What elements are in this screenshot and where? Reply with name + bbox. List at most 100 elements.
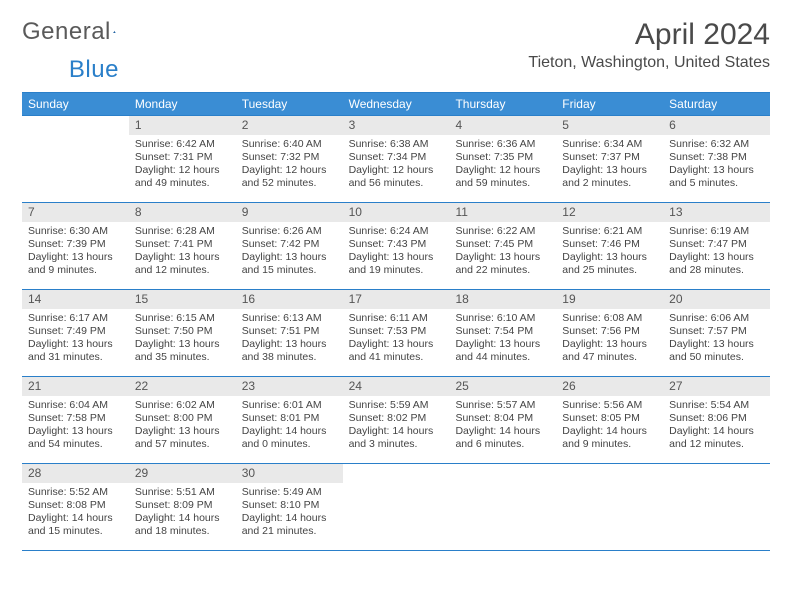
sunrise-text: Sunrise: 6:42 AM bbox=[135, 138, 230, 151]
daylight-text: and 9 minutes. bbox=[562, 438, 657, 451]
sunrise-text: Sunrise: 6:04 AM bbox=[28, 399, 123, 412]
sunset-text: Sunset: 7:43 PM bbox=[349, 238, 444, 251]
sunset-text: Sunset: 7:49 PM bbox=[28, 325, 123, 338]
sunrise-text: Sunrise: 6:19 AM bbox=[669, 225, 764, 238]
day-number: 18 bbox=[449, 290, 556, 309]
day-cell: 14Sunrise: 6:17 AMSunset: 7:49 PMDayligh… bbox=[22, 290, 129, 376]
week-row: 21Sunrise: 6:04 AMSunset: 7:58 PMDayligh… bbox=[22, 376, 770, 463]
day-body: Sunrise: 6:02 AMSunset: 8:00 PMDaylight:… bbox=[129, 396, 236, 457]
day-number: 14 bbox=[22, 290, 129, 309]
day-body: Sunrise: 6:21 AMSunset: 7:46 PMDaylight:… bbox=[556, 222, 663, 283]
daylight-text: Daylight: 13 hours bbox=[562, 338, 657, 351]
day-cell bbox=[663, 464, 770, 550]
day-body: Sunrise: 6:11 AMSunset: 7:53 PMDaylight:… bbox=[343, 309, 450, 370]
day-body: Sunrise: 5:59 AMSunset: 8:02 PMDaylight:… bbox=[343, 396, 450, 457]
daylight-text: Daylight: 12 hours bbox=[135, 164, 230, 177]
sunrise-text: Sunrise: 5:51 AM bbox=[135, 486, 230, 499]
day-number: 13 bbox=[663, 203, 770, 222]
dow-cell: Thursday bbox=[449, 93, 556, 115]
day-number bbox=[556, 464, 663, 483]
sunset-text: Sunset: 8:05 PM bbox=[562, 412, 657, 425]
daylight-text: Daylight: 13 hours bbox=[135, 338, 230, 351]
daylight-text: and 12 minutes. bbox=[669, 438, 764, 451]
day-cell bbox=[22, 116, 129, 202]
day-body: Sunrise: 5:56 AMSunset: 8:05 PMDaylight:… bbox=[556, 396, 663, 457]
day-cell: 23Sunrise: 6:01 AMSunset: 8:01 PMDayligh… bbox=[236, 377, 343, 463]
daylight-text: and 49 minutes. bbox=[135, 177, 230, 190]
day-body: Sunrise: 6:36 AMSunset: 7:35 PMDaylight:… bbox=[449, 135, 556, 196]
dow-cell: Saturday bbox=[663, 93, 770, 115]
daylight-text: Daylight: 12 hours bbox=[349, 164, 444, 177]
day-number: 22 bbox=[129, 377, 236, 396]
sunrise-text: Sunrise: 6:30 AM bbox=[28, 225, 123, 238]
day-cell: 11Sunrise: 6:22 AMSunset: 7:45 PMDayligh… bbox=[449, 203, 556, 289]
sunset-text: Sunset: 7:57 PM bbox=[669, 325, 764, 338]
logo-text-2: Blue bbox=[69, 56, 119, 84]
sunrise-text: Sunrise: 5:56 AM bbox=[562, 399, 657, 412]
day-number: 1 bbox=[129, 116, 236, 135]
sunset-text: Sunset: 7:56 PM bbox=[562, 325, 657, 338]
logo: General bbox=[22, 18, 135, 46]
daylight-text: and 2 minutes. bbox=[562, 177, 657, 190]
day-body: Sunrise: 5:51 AMSunset: 8:09 PMDaylight:… bbox=[129, 483, 236, 544]
title-block: April 2024 Tieton, Washington, United St… bbox=[528, 18, 770, 72]
daylight-text: Daylight: 12 hours bbox=[242, 164, 337, 177]
day-number: 10 bbox=[343, 203, 450, 222]
daylight-text: Daylight: 13 hours bbox=[455, 338, 550, 351]
sunset-text: Sunset: 7:46 PM bbox=[562, 238, 657, 251]
sunset-text: Sunset: 8:04 PM bbox=[455, 412, 550, 425]
sunset-text: Sunset: 7:51 PM bbox=[242, 325, 337, 338]
daylight-text: and 56 minutes. bbox=[349, 177, 444, 190]
month-title: April 2024 bbox=[528, 18, 770, 52]
sunrise-text: Sunrise: 6:17 AM bbox=[28, 312, 123, 325]
day-body: Sunrise: 6:08 AMSunset: 7:56 PMDaylight:… bbox=[556, 309, 663, 370]
day-number: 6 bbox=[663, 116, 770, 135]
day-cell: 20Sunrise: 6:06 AMSunset: 7:57 PMDayligh… bbox=[663, 290, 770, 376]
sunset-text: Sunset: 8:02 PM bbox=[349, 412, 444, 425]
day-number: 21 bbox=[22, 377, 129, 396]
daylight-text: and 28 minutes. bbox=[669, 264, 764, 277]
sunset-text: Sunset: 7:50 PM bbox=[135, 325, 230, 338]
day-number: 11 bbox=[449, 203, 556, 222]
sunrise-text: Sunrise: 6:34 AM bbox=[562, 138, 657, 151]
day-body: Sunrise: 5:49 AMSunset: 8:10 PMDaylight:… bbox=[236, 483, 343, 544]
daylight-text: Daylight: 13 hours bbox=[28, 425, 123, 438]
day-cell: 16Sunrise: 6:13 AMSunset: 7:51 PMDayligh… bbox=[236, 290, 343, 376]
day-cell: 2Sunrise: 6:40 AMSunset: 7:32 PMDaylight… bbox=[236, 116, 343, 202]
day-number: 3 bbox=[343, 116, 450, 135]
day-body: Sunrise: 6:32 AMSunset: 7:38 PMDaylight:… bbox=[663, 135, 770, 196]
day-cell bbox=[343, 464, 450, 550]
daylight-text: Daylight: 13 hours bbox=[135, 251, 230, 264]
day-cell: 29Sunrise: 5:51 AMSunset: 8:09 PMDayligh… bbox=[129, 464, 236, 550]
day-number bbox=[663, 464, 770, 483]
sunrise-text: Sunrise: 6:24 AM bbox=[349, 225, 444, 238]
daylight-text: Daylight: 14 hours bbox=[669, 425, 764, 438]
daylight-text: and 35 minutes. bbox=[135, 351, 230, 364]
day-cell: 30Sunrise: 5:49 AMSunset: 8:10 PMDayligh… bbox=[236, 464, 343, 550]
sunset-text: Sunset: 8:01 PM bbox=[242, 412, 337, 425]
day-cell: 26Sunrise: 5:56 AMSunset: 8:05 PMDayligh… bbox=[556, 377, 663, 463]
sunrise-text: Sunrise: 6:26 AM bbox=[242, 225, 337, 238]
sunrise-text: Sunrise: 6:08 AM bbox=[562, 312, 657, 325]
daylight-text: and 31 minutes. bbox=[28, 351, 123, 364]
day-number: 27 bbox=[663, 377, 770, 396]
calendar: SundayMondayTuesdayWednesdayThursdayFrid… bbox=[22, 92, 770, 551]
day-cell: 9Sunrise: 6:26 AMSunset: 7:42 PMDaylight… bbox=[236, 203, 343, 289]
sunset-text: Sunset: 7:32 PM bbox=[242, 151, 337, 164]
day-number: 20 bbox=[663, 290, 770, 309]
daylight-text: and 6 minutes. bbox=[455, 438, 550, 451]
sunset-text: Sunset: 7:31 PM bbox=[135, 151, 230, 164]
day-body: Sunrise: 6:28 AMSunset: 7:41 PMDaylight:… bbox=[129, 222, 236, 283]
dow-cell: Sunday bbox=[22, 93, 129, 115]
day-cell: 25Sunrise: 5:57 AMSunset: 8:04 PMDayligh… bbox=[449, 377, 556, 463]
dow-cell: Wednesday bbox=[343, 93, 450, 115]
day-cell: 21Sunrise: 6:04 AMSunset: 7:58 PMDayligh… bbox=[22, 377, 129, 463]
day-cell: 12Sunrise: 6:21 AMSunset: 7:46 PMDayligh… bbox=[556, 203, 663, 289]
daylight-text: Daylight: 13 hours bbox=[562, 164, 657, 177]
day-cell: 19Sunrise: 6:08 AMSunset: 7:56 PMDayligh… bbox=[556, 290, 663, 376]
day-number: 19 bbox=[556, 290, 663, 309]
sunset-text: Sunset: 7:39 PM bbox=[28, 238, 123, 251]
daylight-text: and 38 minutes. bbox=[242, 351, 337, 364]
sunset-text: Sunset: 7:54 PM bbox=[455, 325, 550, 338]
sunrise-text: Sunrise: 6:22 AM bbox=[455, 225, 550, 238]
